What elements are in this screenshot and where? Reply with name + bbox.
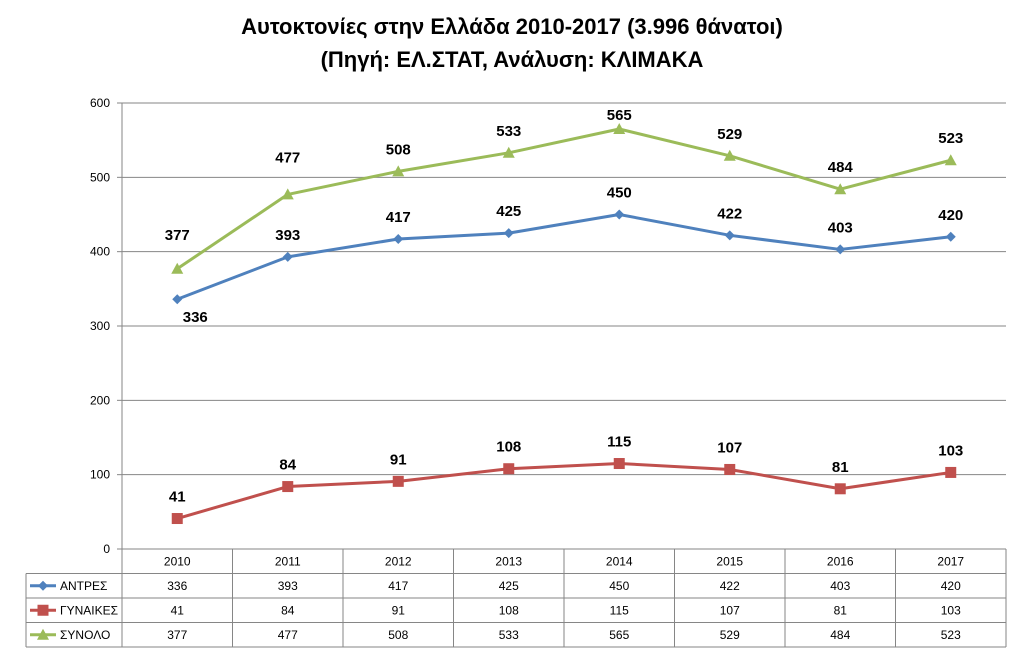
legend-marker: [37, 628, 49, 640]
series-line: [176, 213, 951, 301]
data-label: 425: [496, 203, 521, 220]
data-point: [944, 154, 957, 166]
data-point: [834, 183, 847, 195]
data-label: 377: [165, 227, 190, 244]
table-cell: 91: [392, 603, 406, 617]
table-cell: 533: [499, 628, 519, 642]
data-point: [281, 188, 294, 200]
y-tick-label: 0: [103, 542, 110, 556]
data-point: [835, 244, 846, 255]
table-cell: 115: [610, 603, 629, 617]
data-label: 420: [938, 207, 963, 224]
table-cell: 103: [941, 603, 961, 617]
data-point: [945, 466, 957, 478]
table-cell: 523: [941, 628, 961, 642]
series-line: [176, 462, 951, 520]
chart-title: Αυτοκτονίες στην Ελλάδα 2010-2017 (3.996…: [241, 14, 783, 39]
table-cell: 417: [388, 579, 408, 593]
data-label: 91: [390, 451, 407, 468]
data-label: 84: [279, 457, 296, 474]
x-category-label: 2015: [716, 554, 743, 568]
legend-label: ΓΥΝΑΙΚΕΣ: [60, 603, 118, 617]
data-point: [171, 513, 183, 525]
data-point: [945, 231, 956, 242]
data-point: [282, 251, 293, 262]
data-label: 523: [938, 130, 963, 147]
x-category-label: 2014: [606, 554, 633, 568]
data-label: 81: [832, 459, 849, 476]
y-tick-label: 600: [90, 96, 110, 110]
data-label: 477: [275, 149, 300, 166]
x-category-label: 2016: [827, 554, 854, 568]
data-point: [171, 262, 184, 274]
y-tick-label: 400: [90, 245, 110, 259]
data-label: 508: [386, 141, 411, 158]
data-point: [723, 149, 736, 161]
table-cell: 403: [830, 579, 850, 593]
data-point: [392, 475, 404, 487]
data-label: 103: [938, 442, 963, 459]
table-cell: 420: [941, 579, 961, 593]
table-cell: 377: [167, 628, 187, 642]
data-point: [392, 165, 405, 177]
data-point: [503, 463, 515, 475]
y-tick-label: 300: [90, 319, 110, 333]
table-cell: 450: [609, 579, 629, 593]
data-label: 417: [386, 209, 411, 226]
data-label: 393: [275, 227, 300, 244]
legend-label: ΑΝΤΡΕΣ: [60, 579, 107, 593]
data-label: 484: [828, 159, 854, 176]
y-tick-label: 500: [90, 170, 110, 184]
data-label: 529: [717, 126, 742, 143]
data-point: [393, 234, 404, 245]
y-tick-label: 100: [90, 468, 110, 482]
table-cell: 422: [720, 579, 740, 593]
legend-marker: [38, 580, 48, 591]
data-point: [724, 230, 735, 241]
table-cell: 565: [609, 628, 629, 642]
table-cell: 508: [388, 628, 408, 642]
data-point: [172, 294, 183, 305]
table-cell: 107: [720, 603, 740, 617]
data-label: 107: [717, 439, 742, 456]
data-label: 422: [717, 205, 742, 222]
table-cell: 477: [278, 628, 298, 642]
data-point: [613, 458, 625, 470]
x-category-label: 2012: [385, 554, 412, 568]
table-cell: 84: [281, 603, 295, 617]
data-point: [282, 481, 294, 493]
table-cell: 336: [167, 579, 187, 593]
table-cell: 484: [830, 628, 850, 642]
data-label: 533: [496, 123, 521, 140]
data-label: 336: [183, 309, 208, 326]
data-point: [834, 483, 846, 495]
x-category-label: 2017: [937, 554, 964, 568]
x-category-label: 2010: [164, 554, 191, 568]
legend-marker: [37, 604, 49, 616]
chart-subtitle: (Πηγή: ΕΛ.ΣΤΑΤ, Ανάλυση: ΚΛΙΜΑΚΑ: [320, 47, 704, 72]
x-category-label: 2013: [495, 554, 522, 568]
table-cell: 393: [278, 579, 298, 593]
legend-label: ΣΥΝΟΛΟ: [60, 628, 110, 642]
data-label: 108: [496, 439, 521, 456]
table-cell: 41: [171, 603, 185, 617]
data-label: 41: [169, 489, 186, 506]
data-label: 403: [828, 219, 853, 236]
table-cell: 81: [834, 603, 848, 617]
data-label: 450: [607, 185, 632, 202]
data-point: [613, 123, 626, 135]
table-cell: 108: [499, 603, 519, 617]
table-cell: 425: [499, 579, 519, 593]
data-label: 565: [607, 107, 632, 124]
y-tick-label: 200: [90, 393, 110, 407]
x-category-label: 2011: [275, 554, 301, 568]
series-line: [176, 127, 952, 271]
data-point: [502, 146, 515, 158]
data-point: [503, 228, 514, 239]
table-cell: 529: [720, 628, 740, 642]
data-point: [724, 463, 736, 475]
data-label: 115: [607, 434, 631, 451]
data-point: [614, 209, 625, 220]
